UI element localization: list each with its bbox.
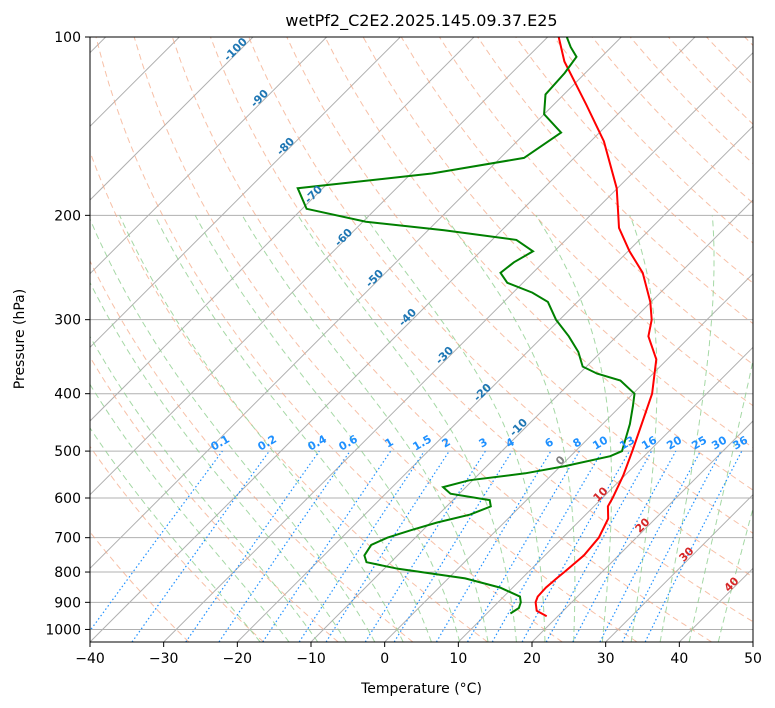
x-tick-label: −20: [223, 651, 253, 667]
moist-adiabat-line: [659, 215, 715, 642]
x-tick-label: 0: [380, 651, 389, 667]
moist-adiabat-line: [90, 217, 376, 642]
isotherm-line: [90, 37, 696, 642]
dry-adiabat-line: [248, 37, 753, 578]
isotherm-line: [90, 37, 328, 275]
x-tick-label: 20: [523, 651, 541, 667]
dry-adiabat-line: [90, 445, 264, 642]
dewpoint-profile: [296, 37, 636, 615]
mixing-ratio-line: [185, 450, 320, 642]
profiles: [296, 37, 658, 618]
x-tick-label: −40: [75, 651, 105, 667]
dry-adiabat-line: [95, 37, 563, 642]
isotherm-line: [90, 37, 401, 349]
moist-adiabat-line: [90, 281, 347, 642]
x-tick-label: 50: [744, 651, 762, 667]
isotherm-line: [90, 37, 475, 422]
dry-adiabat-line: [90, 356, 339, 642]
x-axis-label: Temperature (°C): [360, 681, 482, 697]
moist-adiabat-line: [154, 215, 432, 642]
isotherm-line: [90, 37, 622, 570]
moist-adiabat-line: [119, 215, 404, 642]
y-tick-label: 700: [54, 531, 81, 547]
mixing-ratio-line: [90, 450, 223, 632]
moist-adiabat-line: [194, 215, 461, 642]
background-lines: [90, 37, 753, 642]
isotherm-line: [163, 51, 753, 642]
y-tick-label: 400: [54, 387, 81, 403]
temperature-profile: [534, 37, 658, 618]
axes: −40 −30 −20 −10 0 10 20 30 40 50 100 200 300 400 500 60…: [45, 30, 762, 667]
isotherm-line: [90, 37, 254, 201]
moist-adiabat-line: [443, 215, 576, 642]
x-tick-label: −30: [149, 651, 179, 667]
mixing-ratio-line: [545, 450, 653, 642]
y-tick-label: 500: [54, 444, 81, 460]
mixing-ratio-line: [644, 450, 743, 642]
moist-adiabat-line: [364, 215, 546, 642]
mixing-ratio-line: [572, 450, 677, 642]
isotherm-line: [457, 346, 753, 642]
moist-adiabat-line: [629, 215, 658, 642]
moist-adiabat-line: [90, 427, 261, 642]
dry-adiabat-line: [171, 37, 712, 642]
chart-title: wetPf2_C2E2.2025.145.09.37.E25: [285, 11, 557, 31]
dry-adiabat-line: [515, 37, 753, 284]
mixing-ratio-line: [218, 450, 351, 642]
mixing-ratio-line: [393, 450, 513, 642]
y-tick-label: 600: [54, 491, 81, 507]
isotherm-line: [236, 125, 753, 642]
y-tick-label: 200: [54, 208, 81, 224]
isotherm-line: [90, 37, 549, 496]
y-tick-label: 800: [54, 565, 81, 581]
moist-adiabat-line: [535, 215, 612, 642]
isotherm-line: [605, 493, 753, 642]
isotherm-line: [531, 420, 753, 642]
y-tick-label: 300: [54, 313, 81, 329]
mixing-ratio-line: [298, 450, 425, 642]
x-tick-label: −10: [296, 651, 326, 667]
mixing-ratio-line: [262, 450, 392, 642]
x-tick-label: 30: [597, 651, 615, 667]
mixing-ratio-line: [521, 450, 631, 642]
dry-adiabat-line: [286, 37, 753, 534]
y-tick-label: 900: [54, 595, 81, 611]
x-tick-label: 40: [670, 651, 688, 667]
mixing-ratio-line: [131, 450, 270, 642]
dry-adiabat-line: [324, 37, 753, 491]
dry-adiabat-line: [90, 259, 414, 642]
y-tick-label: 100: [54, 30, 81, 46]
moist-adiabat-line: [241, 215, 489, 642]
isotherm-line: [384, 272, 753, 642]
x-tick-label: 10: [449, 651, 467, 667]
moist-adiabat-line: [90, 335, 319, 642]
dry-adiabat-line: [210, 37, 753, 623]
y-axis-label: Pressure (hPa): [12, 289, 28, 389]
plot-frame: [89, 36, 754, 643]
y-tick-label: 1000: [45, 622, 81, 638]
